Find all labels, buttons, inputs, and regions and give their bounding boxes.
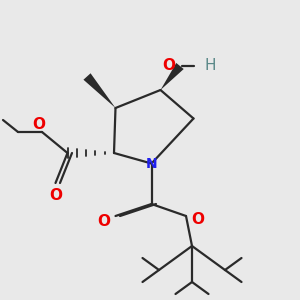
Text: O: O (191, 212, 205, 226)
Text: H: H (204, 58, 216, 74)
Text: N: N (146, 157, 157, 170)
Polygon shape (160, 63, 184, 90)
Polygon shape (83, 73, 116, 108)
Text: O: O (163, 58, 176, 74)
Text: O: O (97, 214, 110, 230)
Text: O: O (49, 188, 62, 202)
Text: O: O (32, 117, 46, 132)
